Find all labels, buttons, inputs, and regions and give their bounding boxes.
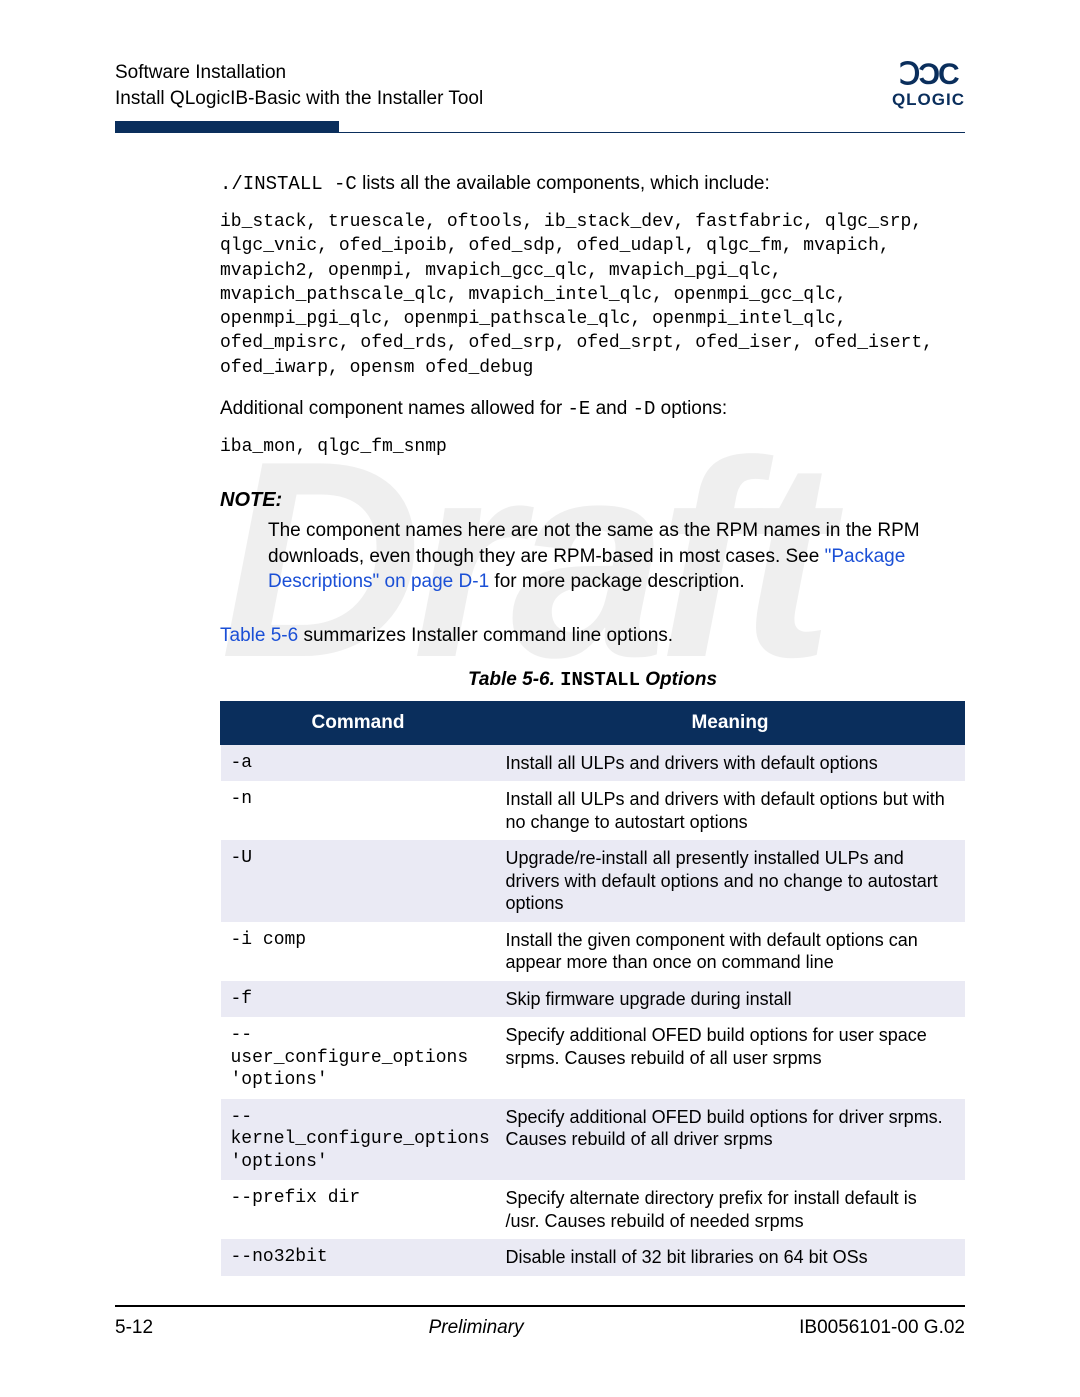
table-row: -UUpgrade/re-install all presently insta… — [221, 840, 965, 922]
additional-suffix: options: — [655, 398, 727, 419]
table-row: --prefix dirSpecify alternate directory … — [221, 1180, 965, 1239]
page: Software Installation Install QLogicIB-B… — [0, 0, 1080, 1276]
cell-cmd: --no32bit — [221, 1239, 496, 1276]
cell-meaning: Specify additional OFED build options fo… — [496, 1099, 965, 1181]
additional-line: Additional component names allowed for -… — [220, 396, 965, 423]
intro-line: ./INSTALL -C lists all the available com… — [220, 171, 965, 198]
cell-cmd: -a — [221, 744, 496, 781]
additional-prefix: Additional component names allowed for — [220, 398, 567, 419]
cell-cmd: -f — [221, 981, 496, 1018]
table-row: -i compInstall the given component with … — [221, 922, 965, 981]
cell-cmd: -n — [221, 781, 496, 840]
cell-meaning: Install all ULPs and drivers with defaul… — [496, 744, 965, 781]
caption-post: Options — [640, 669, 717, 690]
header-line1: Software Installation — [115, 60, 483, 86]
note-pre: The component names here are not the sam… — [268, 520, 920, 567]
cell-cmd: -i comp — [221, 922, 496, 981]
footer-center: Preliminary — [429, 1317, 524, 1339]
table-ref-link[interactable]: Table 5-6 — [220, 625, 298, 646]
table-row: -nInstall all ULPs and drivers with defa… — [221, 781, 965, 840]
cell-cmd: --kernel_configure_options 'options' — [221, 1099, 496, 1181]
header-text: Software Installation Install QLogicIB-B… — [115, 60, 483, 111]
cell-cmd: -U — [221, 840, 496, 922]
table-reference: Table 5-6 summarizes Installer command l… — [220, 623, 965, 649]
caption-pre: Table 5-6. — [468, 669, 560, 690]
additional-mid: and — [590, 398, 632, 419]
header-line2: Install QLogicIB-Basic with the Installe… — [115, 86, 483, 112]
table-row: -fSkip firmware upgrade during install — [221, 981, 965, 1018]
table-row: --kernel_configure_options 'options'Spec… — [221, 1099, 965, 1181]
cell-meaning: Upgrade/re-install all presently install… — [496, 840, 965, 922]
table-header-row: Command Meaning — [221, 702, 965, 745]
additional-opt1: -E — [567, 398, 590, 420]
table-row: -aInstall all ULPs and drivers with defa… — [221, 744, 965, 781]
table-row: --user_configure_options 'options'Specif… — [221, 1017, 965, 1099]
intro-cmd: ./INSTALL -C — [220, 173, 357, 195]
footer-right: IB0056101-00 G.02 — [799, 1317, 965, 1339]
table-ref-rest: summarizes Installer command line option… — [298, 625, 673, 646]
qlogic-logo: ꓛƆC QLOGIC — [892, 60, 965, 110]
install-options-table: Command Meaning -aInstall all ULPs and d… — [220, 701, 965, 1276]
note-title: NOTE: — [220, 487, 965, 514]
cell-cmd: --prefix dir — [221, 1180, 496, 1239]
caption-mono: INSTALL — [560, 669, 640, 691]
cell-meaning: Specify alternate directory prefix for i… — [496, 1180, 965, 1239]
intro-rest: lists all the available components, whic… — [357, 173, 770, 194]
logo-symbol-icon: ꓛƆC — [892, 60, 965, 90]
th-meaning: Meaning — [496, 702, 965, 745]
page-header: Software Installation Install QLogicIB-B… — [115, 60, 965, 111]
note-block: NOTE: The component names here are not t… — [220, 487, 965, 595]
main-content: ./INSTALL -C lists all the available com… — [115, 133, 965, 1276]
note-body: The component names here are not the sam… — [220, 518, 965, 595]
footer-left: 5-12 — [115, 1317, 153, 1339]
th-command: Command — [221, 702, 496, 745]
cell-meaning: Install all ULPs and drivers with defaul… — [496, 781, 965, 840]
page-footer: 5-12 Preliminary IB0056101-00 G.02 — [115, 1305, 965, 1339]
table-caption: Table 5-6. INSTALL Options — [220, 667, 965, 694]
components-list: ib_stack, truescale, oftools, ib_stack_d… — [220, 210, 965, 380]
footer-line — [115, 1305, 965, 1307]
table-row: --no32bitDisable install of 32 bit libra… — [221, 1239, 965, 1276]
footer-row: 5-12 Preliminary IB0056101-00 G.02 — [115, 1317, 965, 1339]
note-post: for more package description. — [489, 571, 745, 592]
cell-meaning: Disable install of 32 bit libraries on 6… — [496, 1239, 965, 1276]
logo-text: QLOGIC — [892, 90, 965, 110]
cell-meaning: Skip firmware upgrade during install — [496, 981, 965, 1018]
additional-components: iba_mon, qlgc_fm_snmp — [220, 435, 965, 459]
cell-cmd: --user_configure_options 'options' — [221, 1017, 496, 1099]
cell-meaning: Install the given component with default… — [496, 922, 965, 981]
additional-opt2: -D — [633, 398, 656, 420]
cell-meaning: Specify additional OFED build options fo… — [496, 1017, 965, 1099]
